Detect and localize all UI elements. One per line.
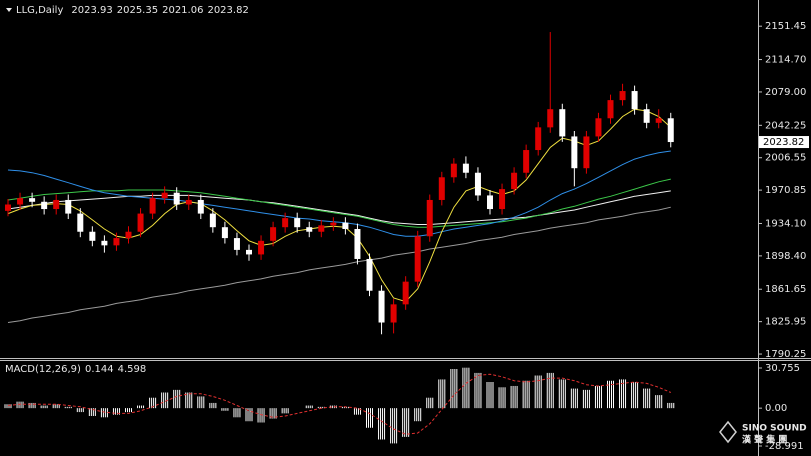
y-tick-label: 2042.25 <box>765 120 806 131</box>
candle-body <box>113 238 120 246</box>
candle-body <box>390 304 397 323</box>
candle-body <box>173 192 180 205</box>
candle-body <box>667 118 674 143</box>
moving-average <box>7 190 671 225</box>
candle-body <box>438 177 445 200</box>
candle-body <box>474 172 481 196</box>
candle-body <box>41 201 48 210</box>
current-price-box <box>759 136 809 149</box>
candle-body <box>294 218 301 228</box>
candle-body <box>342 222 349 230</box>
candle-body <box>65 199 72 214</box>
header-value: 2025.35 <box>117 5 158 16</box>
header-value: 2023.93 <box>71 5 112 16</box>
watermark: SINO SOUND 漢 聲 集 團 <box>719 420 807 446</box>
y-tick-label: 2079.00 <box>765 87 806 98</box>
y-tick-label: 0.00 <box>765 403 787 414</box>
candle-body <box>378 290 385 323</box>
signal-line <box>7 373 671 435</box>
candle-body <box>607 100 614 119</box>
symbol: LLG,Daily <box>16 5 63 16</box>
candle-body <box>511 172 518 190</box>
header-value: 4.598 <box>118 364 147 375</box>
moving-average <box>7 178 671 228</box>
candle-body <box>233 238 240 250</box>
candle-body <box>402 281 409 305</box>
candle-body <box>366 258 373 291</box>
candle-body <box>631 91 638 110</box>
candle-body <box>535 127 542 151</box>
candle-body <box>354 229 361 259</box>
y-tick-label: 2151.45 <box>765 21 806 32</box>
candle-body <box>523 150 530 173</box>
candle-body <box>499 189 506 210</box>
y-tick-label: -28.991 <box>765 441 804 452</box>
chart-header: LLG,Daily 2023.93 2025.35 2021.06 2023.82 <box>16 5 249 16</box>
candle-body <box>270 227 277 241</box>
y-tick-label: 1934.10 <box>765 218 806 229</box>
candle-body <box>318 225 325 232</box>
indicator-name: MACD(12,26,9) <box>5 364 81 375</box>
candle-body <box>77 213 84 232</box>
moving-average <box>7 206 671 323</box>
candle-body <box>487 195 493 210</box>
candle-body <box>462 163 469 173</box>
candle-body <box>330 222 337 226</box>
header-value: 2021.06 <box>162 5 203 16</box>
candle-body <box>5 204 11 211</box>
candle-body <box>282 218 289 228</box>
y-tick-label: 1790.25 <box>765 349 806 360</box>
candle-body <box>583 136 590 169</box>
y-tick-label: 2006.55 <box>765 153 806 164</box>
candle-body <box>161 192 168 199</box>
macd-header: MACD(12,26,9) 0.144 4.598 <box>5 364 146 375</box>
current-price-label: 2023.82 <box>763 137 804 148</box>
y-tick-label: 1861.65 <box>765 284 806 295</box>
candle-body <box>571 136 578 169</box>
candle-body <box>137 213 144 232</box>
candle-body <box>125 231 132 239</box>
logo <box>719 420 737 444</box>
candle-body <box>17 198 24 205</box>
candle-body <box>53 199 60 210</box>
candle-body <box>185 199 192 205</box>
candle-body <box>595 118 602 137</box>
brand: SINO SOUND <box>742 424 807 434</box>
y-tick-label: 1898.40 <box>765 251 806 262</box>
moving-average <box>7 108 672 303</box>
y-tick-label: 2114.70 <box>765 55 806 66</box>
candle-body <box>619 91 626 101</box>
candle-body <box>450 163 457 178</box>
menu-triangle <box>6 8 12 12</box>
y-tick-label: 1825.95 <box>765 317 806 328</box>
brand-chinese: 漢 聲 集 團 <box>742 434 787 446</box>
candle-body <box>655 118 662 123</box>
y-tick-label: 30.755 <box>765 363 800 374</box>
candle-body <box>559 109 566 137</box>
header-value: 0.144 <box>85 364 114 375</box>
moving-average <box>7 150 671 237</box>
candle-body <box>426 199 433 237</box>
candle-body <box>547 109 554 128</box>
candle-body <box>258 240 265 255</box>
header-value: 2023.82 <box>207 5 248 16</box>
candle-body <box>306 227 313 232</box>
candle-body <box>197 199 204 214</box>
candle-body <box>209 213 216 228</box>
candle-body <box>221 227 228 239</box>
y-tick-label: 1970.85 <box>765 185 806 196</box>
candle-body <box>101 240 108 246</box>
candle-body <box>29 198 36 202</box>
candle-body <box>149 198 156 214</box>
candle-body <box>643 109 650 123</box>
candle-body <box>246 249 252 255</box>
candle-body <box>89 231 96 241</box>
candle-body <box>414 236 421 282</box>
